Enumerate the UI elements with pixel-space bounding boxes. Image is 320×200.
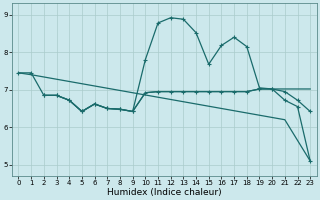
- X-axis label: Humidex (Indice chaleur): Humidex (Indice chaleur): [107, 188, 222, 197]
